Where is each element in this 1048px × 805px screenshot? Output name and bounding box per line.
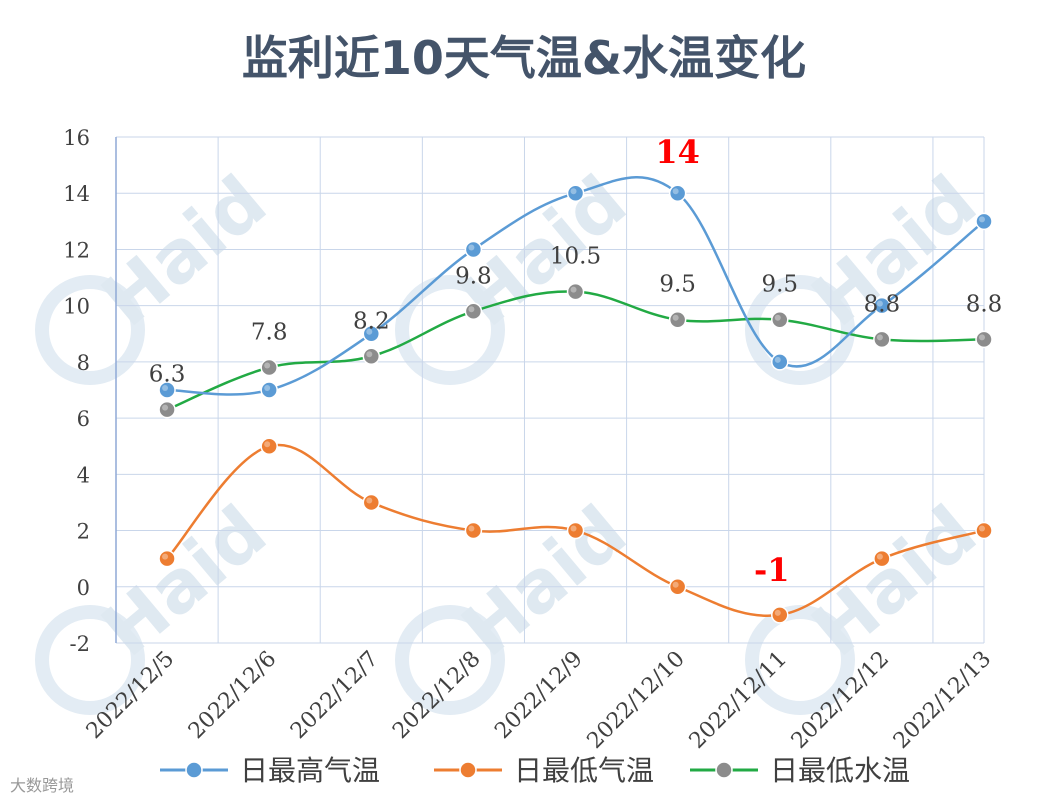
y-tick-label: 2 — [77, 520, 90, 544]
data-point-highlight — [264, 441, 271, 448]
data-point-highlight — [876, 300, 883, 307]
data-point-highlight — [672, 314, 679, 321]
data-label: 9.8 — [455, 263, 492, 289]
legend-marker — [185, 761, 203, 779]
data-point — [260, 437, 278, 455]
watermark-circle — [395, 275, 505, 385]
data-point — [362, 347, 381, 366]
y-tick-label: 16 — [63, 126, 90, 150]
data-point — [975, 521, 993, 540]
data-point — [771, 606, 789, 624]
data-point — [260, 358, 278, 377]
data-point — [362, 493, 381, 512]
data-label: 9.5 — [761, 272, 798, 298]
data-label: 6.3 — [149, 362, 186, 388]
x-tick-label: 2022/12/7 — [286, 647, 383, 744]
data-label: 8.8 — [864, 291, 901, 317]
data-point-highlight — [366, 328, 373, 335]
data-point-highlight — [468, 244, 475, 251]
data-label: 9.5 — [659, 272, 696, 298]
x-tick-label: 2022/12/6 — [184, 647, 281, 744]
data-point-highlight — [468, 525, 475, 532]
chart-title: 监利近10天气温&水温变化 — [241, 31, 807, 85]
data-point-highlight — [570, 525, 577, 532]
y-tick-label: 6 — [77, 407, 90, 431]
watermark-logo-text: 大数跨境 — [10, 776, 75, 795]
data-point — [873, 549, 891, 568]
data-point-highlight — [570, 286, 577, 293]
data-point-highlight — [162, 553, 169, 560]
data-point-highlight — [774, 314, 781, 321]
y-tick-label: 0 — [77, 576, 90, 600]
y-tick-label: 10 — [63, 295, 90, 319]
y-tick-label: 4 — [77, 463, 90, 487]
data-point — [668, 578, 687, 596]
data-point — [158, 381, 176, 399]
data-point-highlight — [366, 497, 373, 504]
data-point — [566, 521, 585, 540]
data-point-highlight — [979, 525, 985, 532]
data-point — [668, 184, 687, 202]
watermark-circle — [35, 275, 145, 385]
data-point — [668, 310, 687, 329]
data-point — [975, 330, 993, 349]
data-point — [566, 184, 585, 202]
data-point-highlight — [162, 385, 169, 391]
data-point — [260, 381, 278, 399]
series-line — [167, 176, 985, 396]
x-tick-label: 2022/12/12 — [787, 647, 894, 754]
watermark-circle — [395, 605, 505, 715]
data-point — [158, 549, 176, 568]
data-point-highlight — [774, 609, 781, 616]
data-label: 8.8 — [966, 291, 1003, 317]
data-point — [566, 282, 585, 301]
data-point — [975, 212, 993, 231]
data-point — [771, 353, 789, 371]
legend-marker — [715, 761, 733, 779]
data-point — [464, 240, 483, 259]
annotation-label: -1 — [754, 551, 790, 589]
annotation-label: 14 — [655, 133, 700, 171]
data-point-highlight — [468, 306, 475, 313]
data-point — [873, 330, 891, 349]
y-tick-label: 12 — [63, 238, 90, 262]
data-point — [362, 325, 381, 343]
x-tick-label: 2022/12/13 — [889, 647, 996, 754]
data-point — [873, 296, 891, 315]
data-point-highlight — [264, 362, 271, 369]
data-point-highlight — [979, 216, 985, 223]
data-point-highlight — [570, 188, 577, 195]
data-point-highlight — [876, 553, 883, 560]
watermark-text: Haid — [796, 489, 992, 672]
watermark-circle — [35, 605, 145, 715]
legend-label: 日最低水温 — [770, 754, 910, 787]
data-point-highlight — [876, 334, 883, 341]
y-tick-label: 8 — [77, 351, 90, 375]
data-label: 10.5 — [550, 244, 601, 270]
y-tick-label: -2 — [70, 632, 90, 656]
data-point — [771, 310, 789, 329]
watermark-circle — [745, 605, 855, 715]
data-point — [464, 302, 483, 321]
legend-marker — [459, 761, 477, 779]
data-point — [158, 400, 176, 419]
x-tick-label: 2022/12/10 — [583, 647, 690, 754]
data-point-highlight — [264, 385, 271, 391]
legend-label: 日最低气温 — [514, 754, 654, 787]
y-tick-label: 14 — [63, 182, 90, 206]
data-point-highlight — [162, 404, 169, 411]
legend-label: 日最高气温 — [240, 754, 380, 787]
data-point-highlight — [672, 188, 679, 195]
data-label: 8.2 — [353, 308, 390, 334]
data-point-highlight — [774, 356, 781, 363]
data-point-highlight — [366, 351, 373, 358]
data-point — [464, 521, 483, 540]
data-point-highlight — [979, 334, 985, 341]
watermark-text: Haid — [446, 489, 642, 672]
data-label: 7.8 — [251, 320, 288, 346]
data-point-highlight — [672, 581, 679, 588]
